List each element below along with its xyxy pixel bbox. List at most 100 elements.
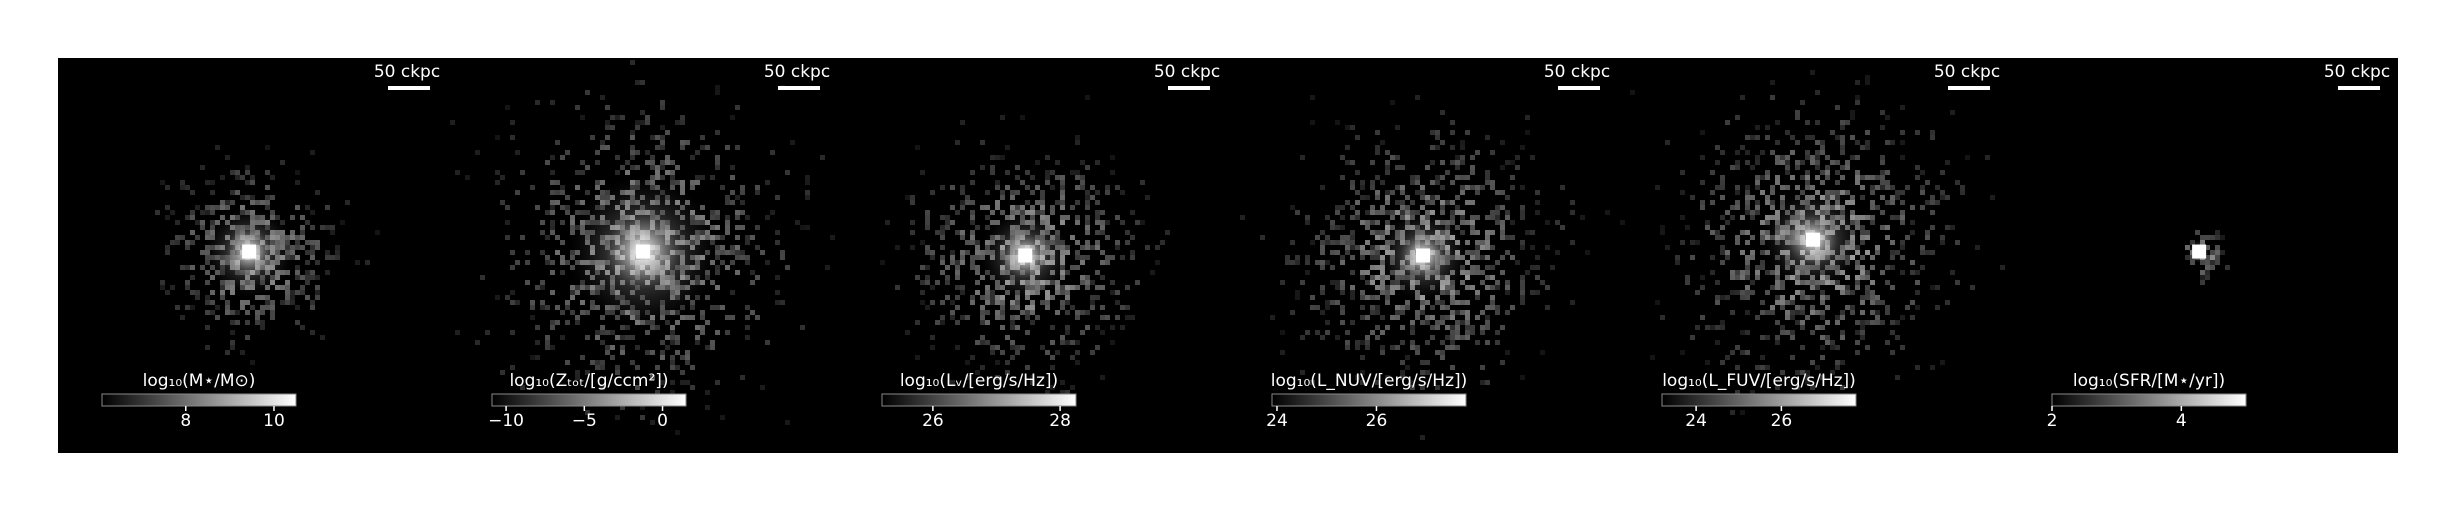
pixel (955, 275, 960, 280)
pixel (1430, 335, 1435, 340)
pixel (1375, 305, 1380, 310)
pixel (700, 145, 705, 150)
pixel (165, 245, 170, 250)
pixel (1760, 150, 1765, 155)
pixel (1840, 290, 1845, 295)
pixel (2205, 235, 2210, 240)
pixel (630, 150, 635, 155)
pixel (1420, 310, 1425, 315)
pixel (1450, 210, 1455, 215)
pixel (1485, 180, 1490, 185)
pixel (985, 225, 990, 230)
pixel (1860, 195, 1865, 200)
pixel (1355, 170, 1360, 175)
pixel (535, 100, 540, 105)
pixel (1450, 200, 1455, 205)
pixel (1400, 370, 1405, 375)
pixel (1440, 185, 1445, 190)
pixel (1055, 200, 1060, 205)
scalebar (1558, 86, 1600, 90)
pixel (910, 245, 915, 250)
pixel (1840, 145, 1845, 150)
pixel (690, 180, 695, 185)
pixel (1525, 230, 1530, 235)
pixel (1850, 110, 1855, 115)
pixel (1000, 305, 1005, 310)
pixel (550, 320, 555, 325)
pixel (670, 380, 675, 385)
pixel (1360, 245, 1365, 250)
pixel (655, 175, 660, 180)
pixel (1465, 325, 1470, 330)
pixel (1380, 345, 1385, 350)
pixel (1875, 185, 1880, 190)
pixel (1955, 240, 1960, 245)
pixel (195, 205, 200, 210)
pixel (1075, 340, 1080, 345)
pixel (1735, 235, 1740, 240)
pixel (495, 295, 500, 300)
pixel (1150, 270, 1155, 275)
pixel (630, 135, 635, 140)
pixel (570, 290, 575, 295)
pixel (1810, 360, 1815, 365)
pixel (1370, 230, 1375, 235)
pixel (1720, 180, 1725, 185)
pixel (1370, 275, 1375, 280)
pixel (630, 360, 635, 365)
pixel (575, 370, 580, 375)
pixel (660, 135, 665, 140)
pixel (1545, 245, 1550, 250)
pixel (1085, 280, 1090, 285)
colorbar-tick-label: 10 (263, 411, 285, 431)
pixel (1100, 305, 1105, 310)
pixel (1500, 225, 1505, 230)
pixel (330, 225, 335, 230)
pixel (585, 165, 590, 170)
pixel (565, 305, 570, 310)
pixel (715, 330, 720, 335)
pixel (1360, 315, 1365, 320)
pixel (175, 240, 180, 245)
pixel (665, 320, 670, 325)
pixel (1045, 390, 1050, 395)
pixel (1060, 380, 1065, 385)
pixel (1885, 310, 1890, 315)
pixel (1475, 190, 1480, 195)
pixel (1415, 345, 1420, 350)
pixel (715, 210, 720, 215)
pixel (1800, 100, 1805, 105)
pixel (1335, 120, 1340, 125)
pixel (1800, 325, 1805, 330)
pixel (1755, 155, 1760, 160)
pixel (530, 315, 535, 320)
pixel (635, 165, 640, 170)
pixel (1405, 205, 1410, 210)
pixel (795, 220, 800, 225)
pixel (1335, 205, 1340, 210)
pixel (750, 270, 755, 275)
pixel (1785, 315, 1790, 320)
pixel (1045, 155, 1050, 160)
pixel (1800, 290, 1805, 295)
pixel (1860, 225, 1865, 230)
pixel (980, 205, 985, 210)
pixel (1420, 385, 1425, 390)
pixel (1060, 340, 1065, 345)
pixel (1370, 250, 1375, 255)
pixel (1050, 325, 1055, 330)
pixel (745, 305, 750, 310)
pixel (210, 180, 215, 185)
pixel (235, 170, 240, 175)
pixel (1470, 250, 1475, 255)
pixel (1710, 200, 1715, 205)
pixel (1450, 215, 1455, 220)
pixel (960, 120, 965, 125)
pixel (1375, 130, 1380, 135)
pixel (1715, 160, 1720, 165)
pixel (635, 365, 640, 370)
pixel (1495, 330, 1500, 335)
pixel (1310, 295, 1315, 300)
pixel (955, 320, 960, 325)
pixel (1930, 225, 1935, 230)
